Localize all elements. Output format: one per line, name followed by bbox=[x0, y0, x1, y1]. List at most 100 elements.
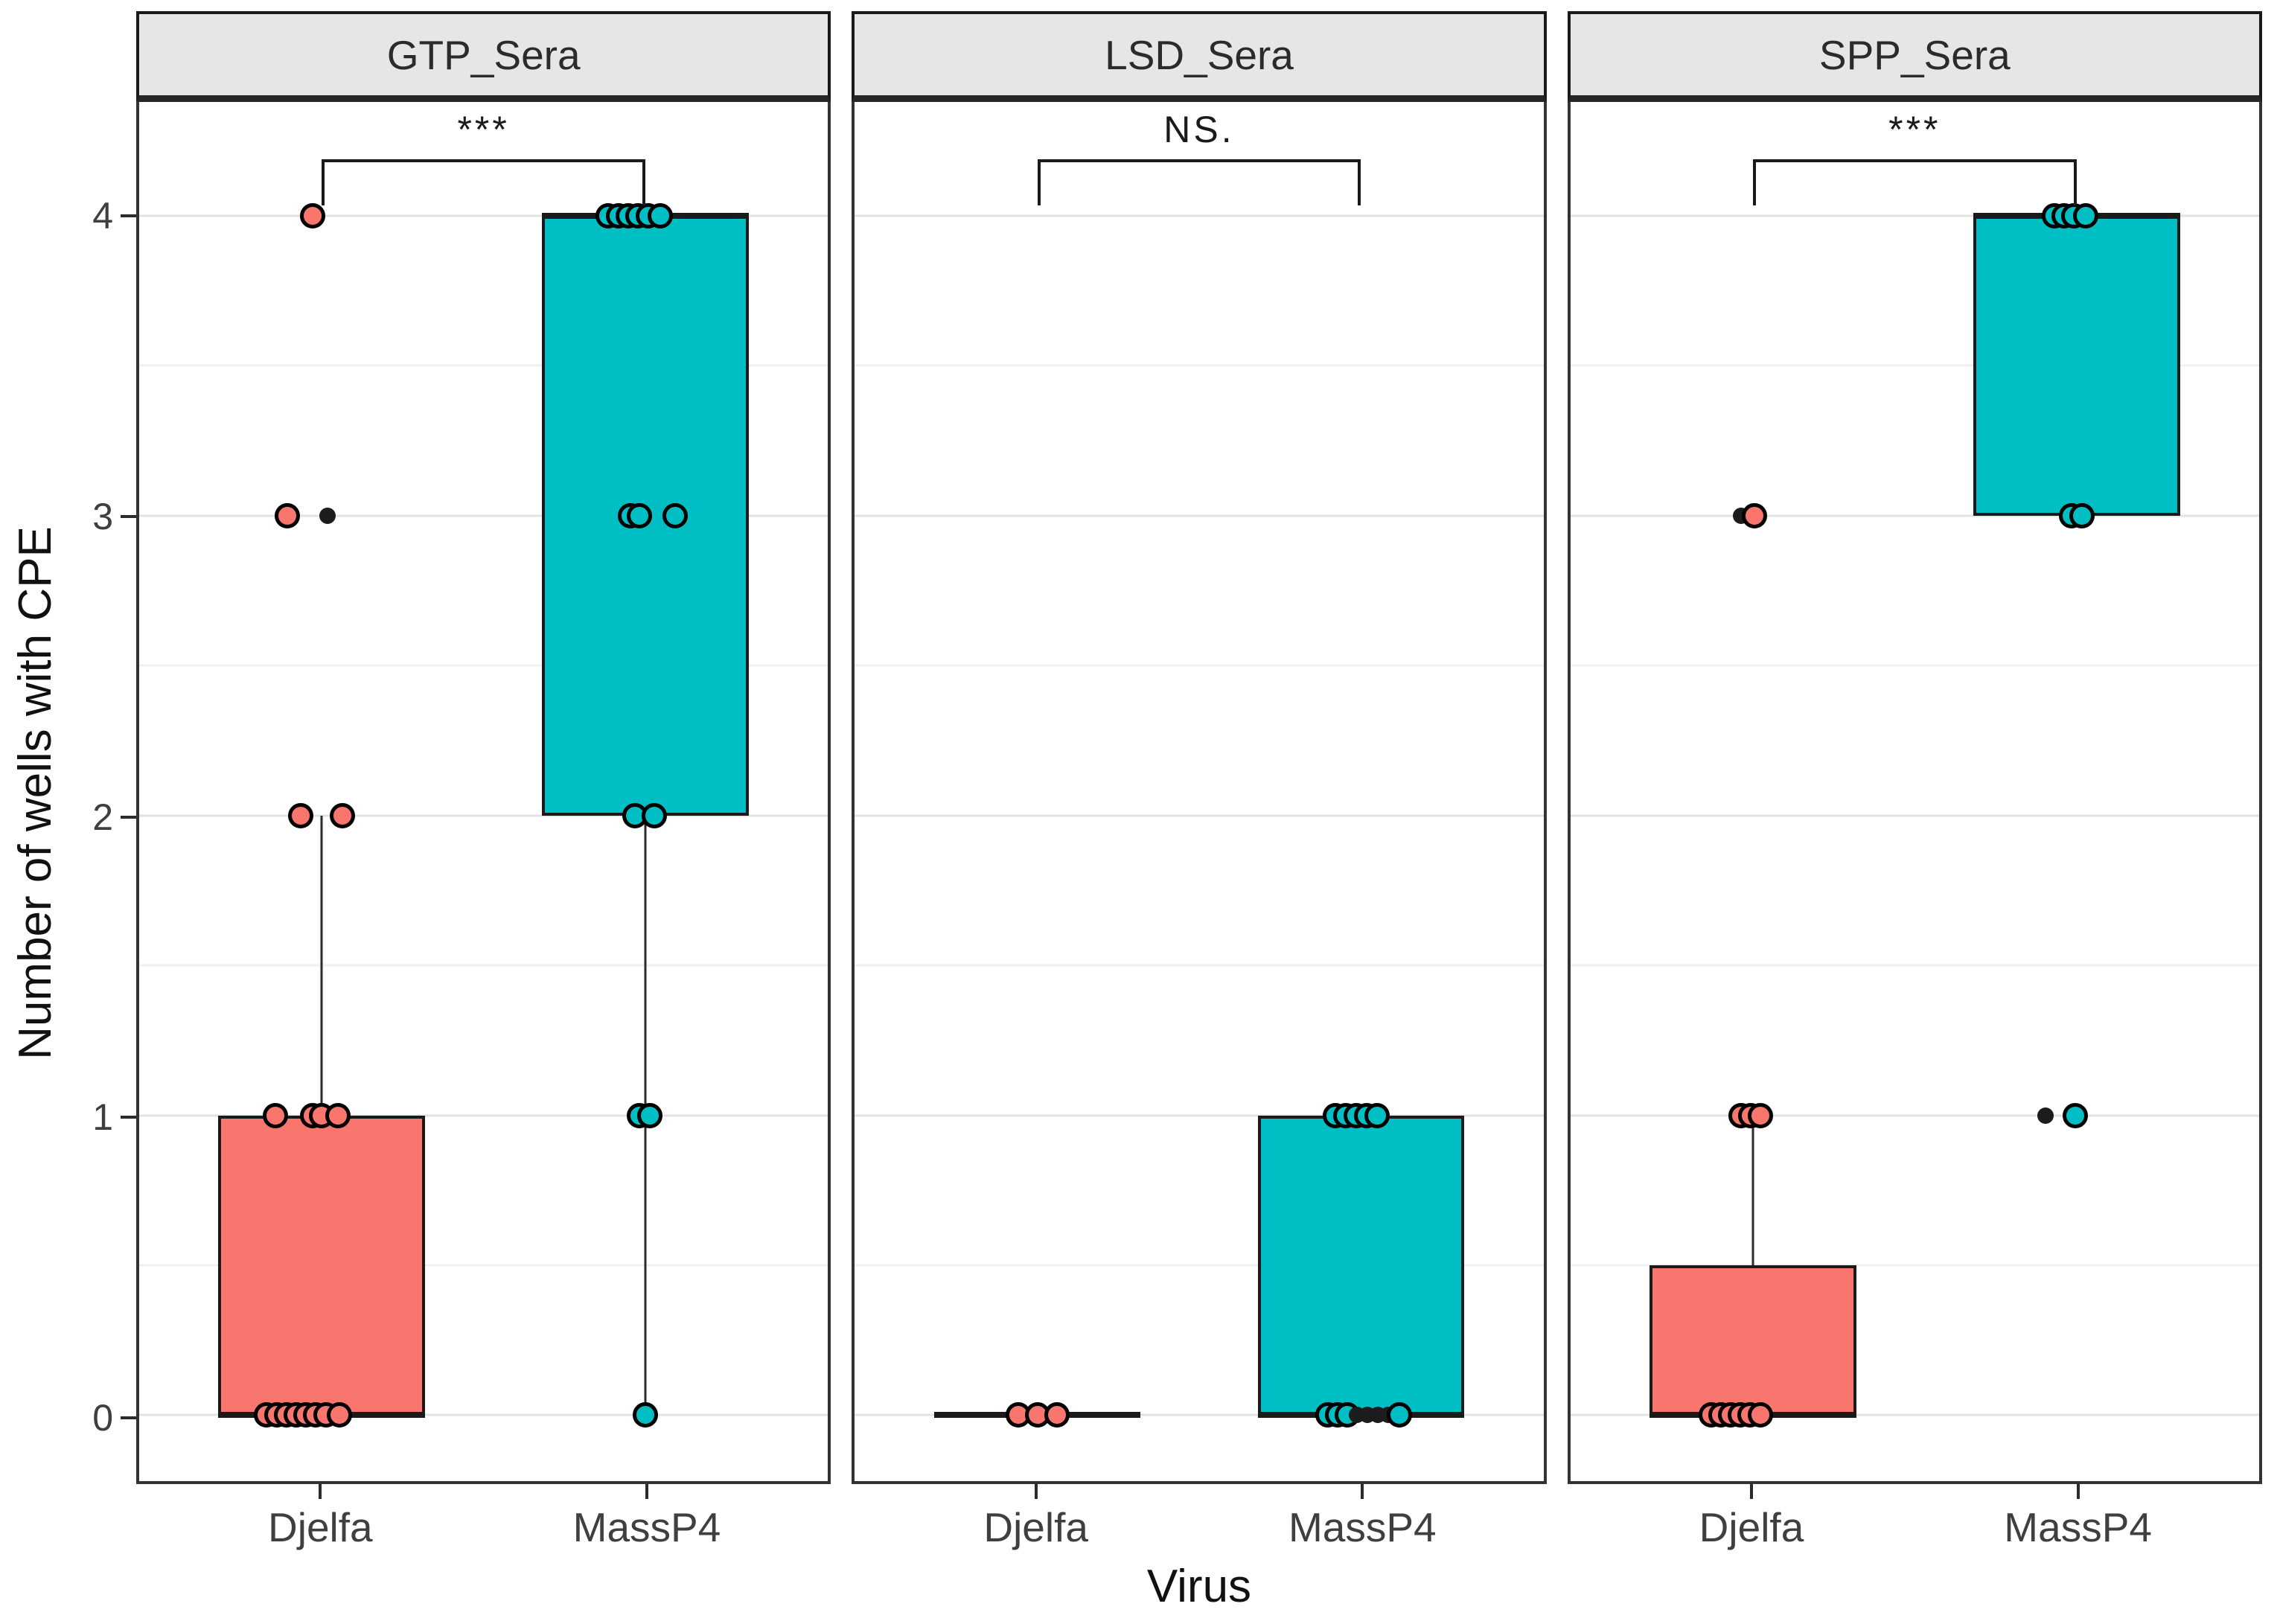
jitter-point-djelfa bbox=[327, 1402, 353, 1428]
major-gridline bbox=[139, 514, 828, 517]
significance-bracket bbox=[1752, 159, 2077, 205]
x-axis: Djelfa MassP4 bbox=[1568, 1484, 2262, 1551]
jitter-point-djelfa bbox=[1747, 1402, 1773, 1428]
x-tick-mark bbox=[645, 1484, 648, 1499]
facet-strip: GTP_Sera bbox=[136, 11, 831, 102]
major-gridline bbox=[855, 1413, 1544, 1416]
minor-gridline bbox=[1570, 364, 2259, 367]
y-tick-label: 2 bbox=[92, 796, 113, 838]
jitter-point-massp4 bbox=[2062, 1102, 2088, 1128]
significance-bracket bbox=[322, 159, 646, 205]
minor-gridline bbox=[1570, 964, 2259, 967]
major-gridline bbox=[855, 814, 1544, 817]
y-tick-mark bbox=[121, 1116, 136, 1119]
minor-gridline bbox=[139, 1264, 828, 1267]
facet-panels-row: GTP_Sera *** Djelfa MassP4 LSD_Sera NS. Djelfa… bbox=[136, 11, 2262, 1551]
major-gridline bbox=[139, 1114, 828, 1117]
outlier-point bbox=[2037, 1107, 2054, 1124]
significance-bracket bbox=[1037, 159, 1361, 205]
jitter-point-djelfa bbox=[325, 1102, 351, 1128]
major-gridline bbox=[1570, 814, 2259, 817]
minor-gridline bbox=[855, 964, 1544, 967]
jitter-point-massp4 bbox=[1364, 1102, 1390, 1128]
major-gridline bbox=[855, 214, 1544, 217]
y-axis-title: Number of wells with CPE bbox=[6, 102, 64, 1484]
minor-gridline bbox=[1570, 664, 2259, 667]
x-tick-label-djelfa: Djelfa bbox=[1699, 1504, 1804, 1550]
jitter-point-massp4 bbox=[627, 502, 653, 528]
minor-gridline bbox=[855, 364, 1544, 367]
x-tick-mark bbox=[1034, 1484, 1038, 1499]
jitter-point-massp4 bbox=[633, 1402, 659, 1428]
plot-area: *** bbox=[1567, 102, 2262, 1484]
major-gridline bbox=[139, 814, 828, 817]
significance-label: *** bbox=[1888, 109, 1941, 150]
jitter-point-massp4 bbox=[642, 802, 668, 828]
x-tick-mark bbox=[2076, 1484, 2080, 1499]
jitter-point-massp4 bbox=[662, 502, 689, 528]
jitter-point-djelfa bbox=[300, 203, 326, 229]
x-axis: Djelfa MassP4 bbox=[852, 1484, 1546, 1551]
facet-panel-spp_sera: SPP_Sera *** Djelfa MassP4 bbox=[1567, 11, 2262, 1551]
y-tick-label: 3 bbox=[92, 496, 113, 538]
y-tick-mark bbox=[121, 515, 136, 519]
major-gridline bbox=[855, 514, 1544, 517]
jitter-point-massp4 bbox=[1387, 1402, 1413, 1428]
y-tick-mark bbox=[121, 1416, 136, 1420]
minor-gridline bbox=[855, 1264, 1544, 1267]
significance-label: *** bbox=[457, 109, 510, 150]
jitter-point-massp4 bbox=[2072, 203, 2098, 229]
jitter-point-djelfa bbox=[1747, 1102, 1773, 1128]
major-gridline bbox=[139, 214, 828, 217]
whisker-upper bbox=[320, 815, 323, 1116]
plot-area: NS. bbox=[852, 102, 1547, 1484]
minor-gridline bbox=[139, 664, 828, 667]
x-tick-label-massp4: MassP4 bbox=[1288, 1504, 1437, 1550]
facet-strip: LSD_Sera bbox=[852, 11, 1547, 102]
x-tick-mark bbox=[1361, 1484, 1364, 1499]
x-axis: Djelfa MassP4 bbox=[136, 1484, 831, 1551]
boxplot-box-massp4 bbox=[1257, 1115, 1465, 1416]
x-tick-mark bbox=[1749, 1484, 1753, 1499]
jitter-point-massp4 bbox=[637, 1102, 663, 1128]
jitter-point-djelfa bbox=[330, 802, 356, 828]
x-tick-label-djelfa: Djelfa bbox=[268, 1504, 373, 1550]
y-tick-label: 1 bbox=[92, 1096, 113, 1139]
major-gridline bbox=[1570, 1413, 2259, 1416]
jitter-point-djelfa bbox=[275, 502, 301, 528]
facet-strip: SPP_Sera bbox=[1567, 11, 2262, 102]
jitter-point-massp4 bbox=[2069, 502, 2095, 528]
y-axis-title-text: Number of wells with CPE bbox=[9, 526, 61, 1060]
minor-gridline bbox=[139, 964, 828, 967]
major-gridline bbox=[855, 1114, 1544, 1117]
minor-gridline bbox=[139, 364, 828, 367]
jitter-point-djelfa bbox=[263, 1102, 289, 1128]
x-axis-title: Virus bbox=[1146, 1561, 1252, 1612]
outlier-point bbox=[319, 507, 336, 524]
x-tick-mark bbox=[319, 1484, 322, 1499]
major-gridline bbox=[1570, 214, 2259, 217]
facet-panel-lsd_sera: LSD_Sera NS. Djelfa MassP4 bbox=[852, 11, 1547, 1551]
x-tick-label-massp4: MassP4 bbox=[572, 1504, 721, 1550]
jitter-point-djelfa bbox=[288, 802, 314, 828]
y-tick-label: 0 bbox=[92, 1397, 113, 1439]
boxplot-box-massp4 bbox=[1973, 216, 2180, 516]
y-tick-mark bbox=[121, 815, 136, 819]
jitter-point-djelfa bbox=[1741, 502, 1767, 528]
jitter-point-djelfa bbox=[1044, 1402, 1070, 1428]
significance-label: NS. bbox=[1163, 109, 1235, 150]
x-tick-label-djelfa: Djelfa bbox=[983, 1504, 1088, 1550]
minor-gridline bbox=[1570, 1264, 2259, 1267]
y-tick-label: 4 bbox=[92, 195, 113, 237]
y-tick-mark bbox=[121, 214, 136, 218]
minor-gridline bbox=[855, 664, 1544, 667]
plot-area: *** bbox=[136, 102, 831, 1484]
facet-panel-gtp_sera: GTP_Sera *** Djelfa MassP4 bbox=[136, 11, 831, 1551]
boxplot-box-djelfa bbox=[218, 1115, 425, 1416]
major-gridline bbox=[1570, 514, 2259, 517]
whisker-upper bbox=[1751, 1115, 1754, 1265]
major-gridline bbox=[1570, 1114, 2259, 1117]
jitter-point-massp4 bbox=[648, 203, 674, 229]
x-tick-label-massp4: MassP4 bbox=[2004, 1504, 2152, 1550]
